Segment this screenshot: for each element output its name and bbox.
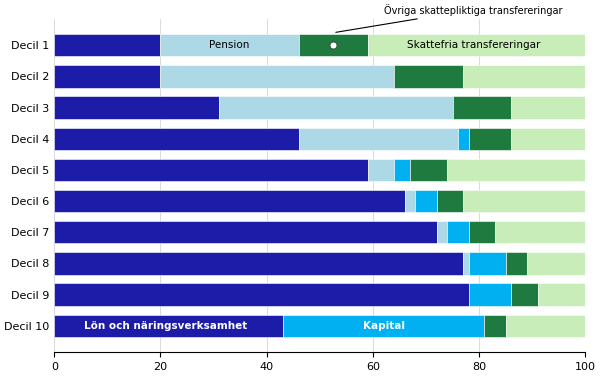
Bar [463,252,469,274]
Bar [54,65,160,88]
Bar [437,221,447,244]
Bar [54,190,405,212]
Bar [463,190,586,212]
Bar [415,190,437,212]
Bar [511,96,586,119]
Bar [394,65,463,88]
Bar [495,221,586,244]
Bar [469,252,506,274]
Bar [54,127,299,150]
Text: Kapital: Kapital [362,321,404,331]
Bar [54,252,463,274]
Bar [452,96,511,119]
Bar [527,252,586,274]
Bar [469,284,511,306]
Bar [405,190,415,212]
Bar [447,221,469,244]
Text: Övriga skattepliktiga transfereringar: Övriga skattepliktiga transfereringar [336,4,562,32]
Bar [511,284,538,306]
Bar [538,284,586,306]
Bar [447,159,586,181]
Bar [54,315,283,337]
Bar [437,190,463,212]
Bar [54,96,219,119]
Bar [511,127,586,150]
Bar [54,34,160,56]
Bar [54,159,368,181]
Bar [160,34,299,56]
Bar [469,221,495,244]
Bar [368,34,586,56]
Text: Pension: Pension [209,40,250,50]
Bar [506,252,527,274]
Bar [484,315,506,337]
Bar [54,221,437,244]
Text: Lön och näringsverksamhet: Lön och näringsverksamhet [84,321,247,331]
Bar [368,159,394,181]
Bar [54,284,469,306]
Bar [506,315,586,337]
Bar [410,159,447,181]
Bar [160,65,394,88]
Bar [394,159,410,181]
Bar [299,34,368,56]
Bar [299,127,458,150]
Bar [283,315,484,337]
Bar [458,127,469,150]
Bar [463,65,586,88]
Text: Skattefria transfereringar: Skattefria transfereringar [407,40,541,50]
Bar [219,96,452,119]
Bar [469,127,511,150]
